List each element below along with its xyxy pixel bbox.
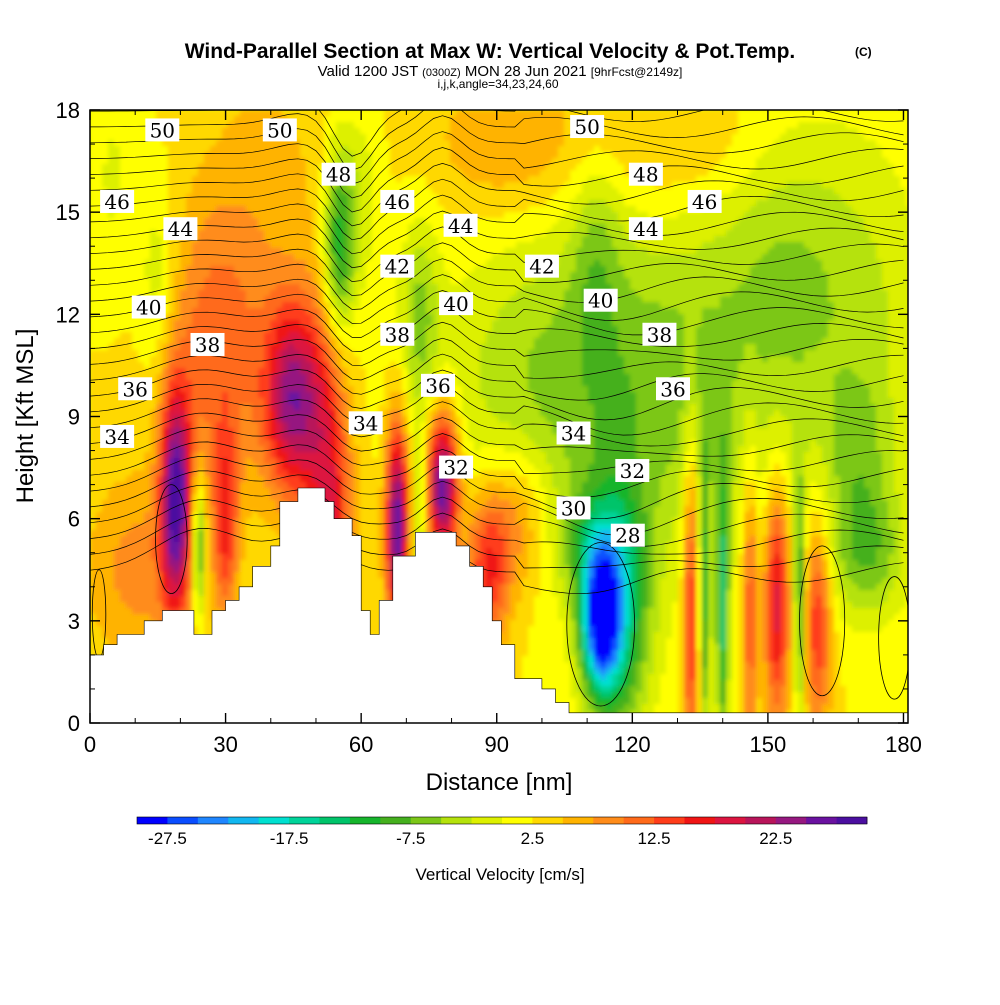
- theta-contour-label: 28: [611, 524, 645, 548]
- colorbar-swatch: [441, 817, 472, 824]
- theta-contour-label: 36: [118, 377, 152, 401]
- colorbar-swatch: [563, 817, 594, 824]
- theta-contour-label: 42: [525, 255, 559, 279]
- colorbar-tick-label: -27.5: [148, 829, 187, 848]
- forecast-tag: [9hrFcst@2149z]: [591, 65, 683, 79]
- y-axis-label: Height [Kft MSL]: [12, 329, 39, 504]
- plot-area: [90, 84, 913, 729]
- colorbar-swatch: [745, 817, 776, 824]
- theta-contour-label: 50: [263, 118, 297, 142]
- theta-contour-label: 38: [642, 323, 676, 347]
- x-tick-label: 180: [885, 732, 922, 757]
- colorbar: -27.5 -17.5 -7.5 2.5 12.5 22.5: [137, 817, 867, 848]
- colorbar-swatch: [472, 817, 503, 824]
- theta-contour-label: 44: [163, 217, 197, 241]
- colorbar-swatch: [837, 817, 868, 824]
- theta-contour-label: 50: [570, 115, 604, 139]
- theta-contour-label: 34: [349, 411, 383, 435]
- colorbar-swatch: [350, 817, 381, 824]
- colorbar-swatch: [806, 817, 837, 824]
- x-tick-label: 60: [349, 732, 373, 757]
- colorbar-tick-label: -7.5: [396, 829, 425, 848]
- colorbar-swatch: [137, 817, 168, 824]
- colorbar-tick-label: 12.5: [638, 829, 671, 848]
- y-tick-label: 18: [56, 98, 80, 123]
- x-tick-label: 90: [484, 732, 508, 757]
- colorbar-swatch: [715, 817, 746, 824]
- x-axis-label: Distance [nm]: [426, 769, 573, 796]
- colorbar-swatch: [532, 817, 563, 824]
- theta-contour-label: 48: [629, 163, 663, 187]
- colorbar-swatch: [259, 817, 290, 824]
- theta-contour-label: 46: [688, 190, 722, 214]
- colorbar-swatch: [624, 817, 655, 824]
- colorbar-tick-label: -17.5: [270, 829, 309, 848]
- y-tick-label: 3: [68, 609, 80, 634]
- theta-contour-label: 32: [615, 459, 649, 483]
- grid-indices: i,j,k,angle=34,23,24,60: [437, 77, 558, 91]
- theta-contour-label: 32: [439, 456, 473, 480]
- theta-contour-label: 40: [584, 289, 618, 313]
- theta-contour-label: 30: [557, 496, 591, 520]
- colorbar-swatch: [320, 817, 351, 824]
- y-tick-label: 9: [68, 405, 80, 430]
- theta-contour-label: 40: [439, 292, 473, 316]
- colorbar-swatch: [167, 817, 198, 824]
- theta-contour-label: 40: [132, 296, 166, 320]
- colorbar-swatch: [380, 817, 411, 824]
- theta-contour-label: 36: [656, 377, 690, 401]
- y-tick-label: 6: [68, 507, 80, 532]
- valid-prefix: Valid 1200 JST: [318, 63, 418, 80]
- x-tick-label: 150: [750, 732, 787, 757]
- colorbar-swatch: [502, 817, 533, 824]
- x-tick-label: 30: [213, 732, 237, 757]
- theta-contour-label: 48: [322, 163, 356, 187]
- theta-contour-label: 38: [191, 333, 225, 357]
- copyright-mark: (C): [855, 45, 872, 59]
- theta-contour-label: 44: [444, 214, 478, 238]
- theta-contour-label: 34: [100, 425, 134, 449]
- chart-title: Wind-Parallel Section at Max W: Vertical…: [185, 40, 796, 63]
- y-tick-label: 0: [68, 711, 80, 736]
- colorbar-swatch: [411, 817, 442, 824]
- theta-contour-label: 44: [629, 217, 663, 241]
- colorbar-tick-label: 2.5: [521, 829, 545, 848]
- colorbar-swatch: [198, 817, 229, 824]
- colorbar-swatch: [228, 817, 259, 824]
- colorbar-swatch: [289, 817, 320, 824]
- theta-contour-label: 34: [557, 422, 591, 446]
- theta-contour-label: 46: [100, 190, 134, 214]
- colorbar-swatch: [654, 817, 685, 824]
- theta-contour-label: 38: [380, 323, 414, 347]
- theta-contour-label: 46: [380, 190, 414, 214]
- theta-contour-label: 36: [421, 374, 455, 398]
- y-tick-label: 15: [56, 200, 80, 225]
- theta-contour-label: 50: [145, 118, 179, 142]
- colorbar-swatch: [593, 817, 624, 824]
- colorbar-swatch: [776, 817, 807, 824]
- y-tick-label: 12: [56, 302, 80, 327]
- x-tick-label: 120: [614, 732, 651, 757]
- theta-contour-label: 42: [380, 255, 414, 279]
- colorbar-swatch: [685, 817, 716, 824]
- colorbar-label: Vertical Velocity [cm/s]: [415, 865, 584, 884]
- x-tick-label: 0: [84, 732, 96, 757]
- colorbar-tick-label: 22.5: [759, 829, 792, 848]
